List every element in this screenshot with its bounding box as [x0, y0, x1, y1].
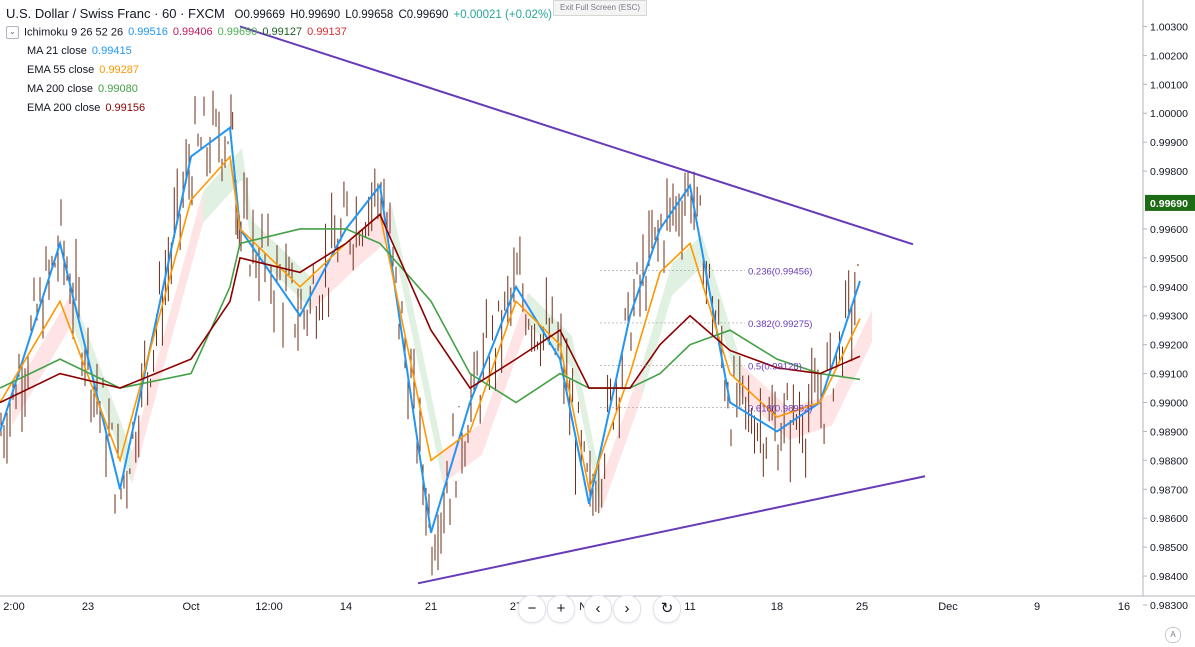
ichimoku-cloud-segment	[203, 147, 242, 224]
time-tick-label: 11	[684, 601, 695, 613]
price-tick-label: 1.00300	[1150, 21, 1188, 33]
indicator-value: 0.99287	[99, 64, 140, 76]
price-tick-label: 1.00000	[1150, 108, 1188, 120]
price-tick-label: 0.99800	[1150, 166, 1188, 178]
last-price-label: 0.99690	[1150, 198, 1188, 210]
symbol-title: U.S. Dollar / Swiss Franc · 60 · FXCM	[6, 6, 225, 21]
ichimoku-cloud-segment	[482, 292, 528, 455]
price-tick-label: 0.99100	[1150, 369, 1188, 381]
fib-level-label: 0.236(0.99456)	[748, 267, 812, 278]
time-tick-label: 14	[340, 601, 352, 613]
series-line-ma-200-close	[0, 228, 861, 404]
time-tick-label: 23	[82, 601, 94, 613]
indicator-value: 0.99156	[105, 102, 146, 114]
ichimoku-cloud-segment	[702, 234, 742, 397]
indicator-label: MA 21 close	[27, 45, 87, 57]
indicator-value: 0.99690	[217, 26, 258, 39]
auto-scale-button[interactable]: A	[1165, 627, 1181, 643]
ichimoku-cloud-segment	[789, 393, 832, 441]
ichimoku-cloud-segment	[672, 234, 702, 296]
zoom-in-button[interactable]: +	[547, 595, 575, 623]
indicator-value: 0.99137	[307, 26, 347, 39]
series-line-ema-200-close	[0, 213, 861, 404]
time-tick-label: 2:00	[3, 601, 24, 613]
indicator-legend-row[interactable]: MA 200 close 0.99080	[27, 83, 138, 95]
series-line-ema-55-close	[0, 154, 861, 493]
price-tick-label: 0.99200	[1150, 340, 1188, 352]
indicator-value: 0.99406	[172, 26, 213, 39]
reset-chart-button[interactable]: ↻	[653, 595, 681, 623]
last-price-tag	[1145, 194, 1195, 211]
price-tick-label: 0.99300	[1150, 311, 1188, 323]
trendline-support[interactable]	[417, 475, 926, 585]
exit-fullscreen-button[interactable]: Exit Full Screen (ESC)	[553, 0, 647, 16]
ichimoku-cloud-segment	[572, 335, 601, 513]
ichimoku-cloud-segment	[601, 364, 642, 513]
price-tick-label: 0.99600	[1150, 224, 1188, 236]
indicator-value: 0.99516	[128, 26, 168, 39]
zoom-out-button[interactable]: −	[518, 595, 546, 623]
time-tick-label: 18	[771, 601, 783, 613]
price-tick-label: 0.98300	[1150, 600, 1188, 612]
time-tick-label: 9	[1034, 601, 1040, 613]
ichimoku-cloud-segment	[832, 309, 872, 426]
indicator-value: 0.99415	[91, 45, 132, 57]
fib-level-label: 0.5(0.99128)	[748, 361, 802, 372]
indicator-legend-row[interactable]: ⌄ Ichimoku 9 26 52 26 0.99516 0.99406 0.9969…	[6, 26, 347, 39]
ichimoku-cloud-segment	[642, 263, 672, 397]
price-tick-label: 0.98600	[1150, 513, 1188, 525]
time-tick-label: 21	[425, 601, 437, 613]
fib-level-label: 0.382(0.99275)	[748, 319, 812, 330]
price-tick-label: 0.99500	[1150, 253, 1188, 265]
price-tick-label: 1.00100	[1150, 79, 1188, 91]
time-tick-label: 25	[856, 601, 868, 613]
price-tick-label: 0.99900	[1150, 137, 1188, 149]
indicator-label: EMA 200 close	[27, 102, 101, 114]
trendline-resistance[interactable]	[239, 25, 914, 246]
price-tick-label: 0.98500	[1150, 542, 1188, 554]
indicator-label: MA 200 close	[27, 83, 94, 95]
ichimoku-cloud-segment	[312, 234, 358, 310]
ohlc-values: O0.99669 H0.99690 L0.99658 C0.99690 +0.0…	[235, 9, 555, 21]
low-value: L0.99658	[345, 9, 394, 21]
time-tick-label: Dec	[938, 601, 958, 613]
price-tick-label: 0.98900	[1150, 426, 1188, 438]
ichimoku-cloud-segment	[392, 205, 443, 484]
ichimoku-cloud-segment	[12, 292, 72, 426]
time-tick-label: 12:00	[255, 601, 283, 613]
fib-level-label: 0.618(0.98982)	[748, 404, 812, 415]
indicator-legend-row[interactable]: EMA 55 close 0.99287	[27, 64, 139, 76]
indicator-label: EMA 55 close	[27, 64, 95, 76]
time-tick-label: Oct	[182, 601, 199, 613]
indicator-label: Ichimoku 9 26 52 26	[24, 26, 124, 39]
indicator-legend-row[interactable]: MA 21 close 0.99415	[27, 45, 132, 57]
price-tick-label: 0.98400	[1150, 571, 1188, 583]
indicator-value: 0.99080	[98, 83, 138, 95]
indicator-value: 0.99127	[262, 26, 303, 39]
scroll-forward-button[interactable]: ›	[613, 595, 641, 623]
price-axis-bg	[1143, 0, 1195, 647]
ichimoku-cloud-segment	[742, 364, 789, 441]
collapse-indicators-icon[interactable]: ⌄	[6, 26, 19, 39]
change-value: +0.00021 (+0.02%)	[453, 9, 553, 21]
price-tick-label: 0.99000	[1150, 398, 1188, 410]
price-tick-label: 0.99400	[1150, 282, 1188, 294]
time-tick-label: 16	[1118, 601, 1130, 613]
ichimoku-cloud-segment	[132, 191, 203, 484]
ichimoku-cloud-segment	[252, 220, 312, 310]
close-value: C0.99690	[398, 9, 449, 21]
chart-title-row: U.S. Dollar / Swiss Franc · 60 · FXCM O0…	[6, 6, 554, 21]
price-tick-label: 1.00200	[1150, 50, 1188, 62]
ichimoku-cloud-segment	[72, 292, 132, 484]
indicator-legend-row[interactable]: EMA 200 close 0.99156	[27, 102, 145, 114]
price-tick-label: 0.98700	[1150, 484, 1188, 496]
high-value: H0.99690	[290, 9, 341, 21]
open-value: O0.99669	[234, 9, 286, 21]
scroll-back-button[interactable]: ‹	[584, 595, 612, 623]
price-tick-label: 0.98800	[1150, 455, 1188, 467]
